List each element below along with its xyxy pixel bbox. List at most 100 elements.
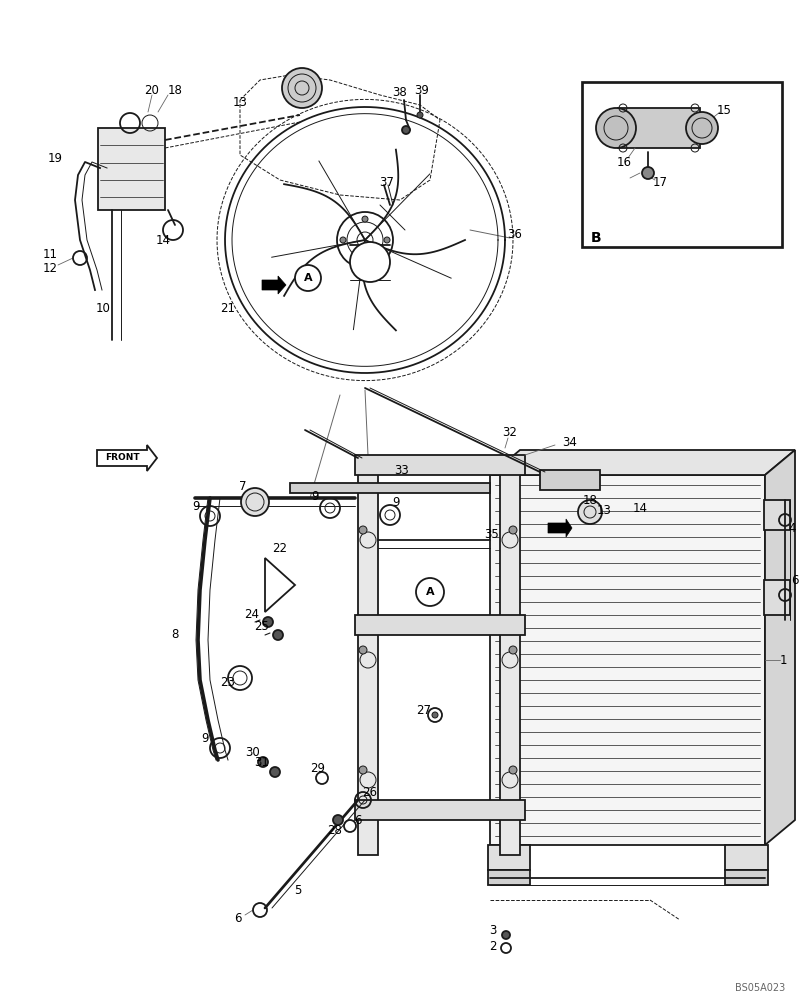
Text: 32: 32 [503, 426, 517, 440]
Circle shape [416, 578, 444, 606]
Text: 38: 38 [393, 86, 407, 99]
Text: 6: 6 [234, 912, 242, 924]
Text: 29: 29 [310, 762, 326, 776]
Text: 39: 39 [415, 84, 429, 97]
Text: 36: 36 [507, 228, 523, 240]
Circle shape [578, 500, 602, 524]
Text: 26: 26 [363, 786, 377, 800]
Circle shape [333, 815, 343, 825]
Circle shape [340, 237, 346, 243]
Polygon shape [764, 500, 790, 530]
Text: 8: 8 [171, 629, 179, 642]
Polygon shape [355, 455, 525, 475]
Circle shape [359, 646, 367, 654]
Circle shape [402, 126, 410, 134]
Text: 13: 13 [233, 97, 247, 109]
Circle shape [596, 108, 636, 148]
Text: 11: 11 [43, 248, 57, 261]
Circle shape [432, 712, 438, 718]
Text: A: A [426, 587, 435, 597]
Text: FRONT: FRONT [105, 454, 139, 462]
Circle shape [417, 112, 423, 118]
Text: 34: 34 [562, 436, 578, 450]
Polygon shape [764, 580, 790, 615]
Text: 13: 13 [596, 504, 612, 516]
Text: 7: 7 [239, 480, 246, 492]
Polygon shape [98, 128, 165, 210]
Text: 23: 23 [221, 676, 235, 688]
Circle shape [241, 488, 269, 516]
Circle shape [509, 526, 517, 534]
Circle shape [295, 265, 321, 291]
Polygon shape [488, 870, 530, 885]
Text: 37: 37 [380, 176, 394, 190]
Text: BS05A023: BS05A023 [734, 983, 785, 993]
Polygon shape [618, 108, 700, 148]
Circle shape [509, 646, 517, 654]
Text: B: B [557, 524, 563, 532]
Text: 9: 9 [392, 495, 400, 508]
Text: B: B [271, 280, 277, 290]
Text: 30: 30 [246, 746, 260, 758]
Text: 6: 6 [791, 574, 799, 586]
Text: 9: 9 [192, 500, 200, 514]
Circle shape [350, 242, 390, 282]
Circle shape [362, 258, 368, 264]
Polygon shape [548, 519, 572, 537]
Text: 25: 25 [255, 619, 269, 633]
Polygon shape [490, 475, 765, 845]
Circle shape [263, 617, 273, 627]
Text: 3: 3 [490, 924, 497, 936]
Text: 16: 16 [617, 155, 632, 168]
Text: 9: 9 [201, 732, 208, 744]
Polygon shape [290, 483, 490, 493]
Text: 24: 24 [245, 607, 259, 620]
Polygon shape [540, 470, 600, 490]
Text: 35: 35 [485, 528, 499, 542]
Polygon shape [490, 450, 795, 475]
Polygon shape [358, 458, 378, 855]
Circle shape [270, 767, 280, 777]
Circle shape [362, 216, 368, 222]
Polygon shape [262, 276, 286, 294]
Text: 14: 14 [155, 233, 170, 246]
Text: 20: 20 [145, 84, 159, 97]
Text: A: A [304, 273, 313, 283]
Text: 18: 18 [167, 84, 183, 97]
Text: 9: 9 [311, 489, 318, 502]
Text: 28: 28 [327, 824, 343, 836]
Polygon shape [488, 845, 530, 870]
Circle shape [273, 630, 283, 640]
Circle shape [502, 931, 510, 939]
Polygon shape [355, 800, 525, 820]
Text: 21: 21 [221, 302, 235, 314]
Text: 22: 22 [272, 542, 288, 554]
Text: 6: 6 [354, 814, 362, 826]
Circle shape [509, 766, 517, 774]
Text: 27: 27 [416, 704, 431, 716]
Circle shape [686, 112, 718, 144]
Polygon shape [725, 870, 768, 885]
Polygon shape [500, 458, 520, 855]
Text: 2: 2 [490, 940, 497, 952]
Text: 5: 5 [294, 884, 301, 896]
Polygon shape [355, 615, 525, 635]
Text: 10: 10 [95, 302, 111, 314]
Polygon shape [765, 450, 795, 845]
Text: 19: 19 [48, 151, 62, 164]
Circle shape [384, 237, 390, 243]
Circle shape [282, 68, 322, 108]
Bar [582, 82, 782, 247]
Text: 1: 1 [779, 654, 787, 666]
Text: B: B [591, 231, 602, 245]
Circle shape [359, 526, 367, 534]
Text: 15: 15 [717, 104, 731, 116]
Text: 18: 18 [583, 493, 597, 506]
Circle shape [359, 766, 367, 774]
Text: 4: 4 [789, 522, 796, 534]
Text: 14: 14 [633, 502, 647, 514]
Text: 33: 33 [394, 464, 410, 477]
Polygon shape [725, 845, 768, 870]
Text: 31: 31 [255, 756, 269, 768]
Circle shape [642, 167, 654, 179]
